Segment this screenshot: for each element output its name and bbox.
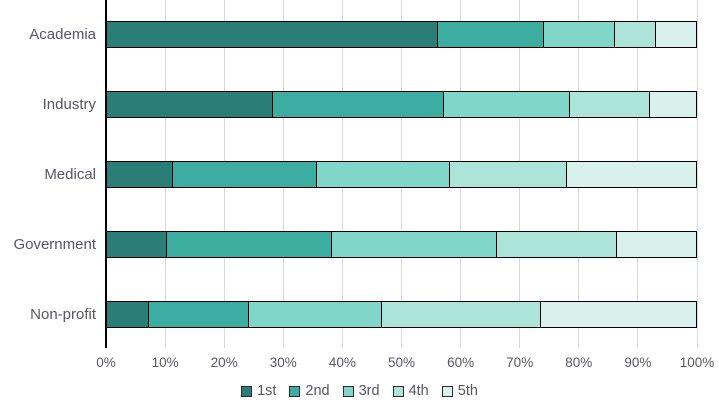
legend-item-1st[interactable]: 1st	[241, 383, 276, 399]
bar-segment-1st[interactable]	[107, 302, 149, 327]
bar-government	[106, 231, 697, 258]
bar-segment-3rd[interactable]	[442, 92, 570, 117]
bar-segment-4th[interactable]	[495, 232, 617, 257]
legend-swatch-icon	[392, 385, 404, 397]
gridline	[696, 0, 698, 348]
x-axis-tick-label: 0%	[96, 355, 116, 370]
bar-segment-2nd[interactable]	[165, 232, 331, 257]
bar-segment-5th[interactable]	[616, 232, 696, 257]
bar-medical	[106, 161, 697, 188]
x-axis-tick-label: 100%	[679, 355, 715, 370]
bar-segment-4th[interactable]	[569, 92, 649, 117]
x-axis-tick-label: 40%	[328, 355, 356, 370]
bar-segment-4th[interactable]	[380, 302, 540, 327]
bar-segment-4th[interactable]	[448, 162, 567, 187]
x-axis-tick-label: 90%	[624, 355, 652, 370]
legend-item-5th[interactable]: 5th	[441, 383, 478, 399]
legend-label: 3rd	[358, 383, 380, 399]
bar-segment-2nd[interactable]	[436, 22, 543, 47]
bar-segment-2nd[interactable]	[271, 92, 443, 117]
category-label: Industry	[42, 96, 96, 113]
x-axis-tick-label: 30%	[269, 355, 297, 370]
bar-segment-3rd[interactable]	[316, 162, 449, 187]
x-axis-tick-label: 70%	[506, 355, 534, 370]
x-axis-tick-label: 20%	[210, 355, 238, 370]
bar-segment-5th[interactable]	[566, 162, 696, 187]
legend-swatch-icon	[289, 385, 301, 397]
bar-segment-4th[interactable]	[613, 22, 655, 47]
x-axis-tick-label: 60%	[447, 355, 475, 370]
bar-segment-1st[interactable]	[107, 22, 437, 47]
legend-swatch-icon	[441, 385, 453, 397]
x-axis-tick-label: 80%	[565, 355, 593, 370]
bar-academia	[106, 21, 697, 48]
bar-segment-3rd[interactable]	[330, 232, 496, 257]
legend-label: 2nd	[305, 383, 330, 399]
bar-industry	[106, 91, 697, 118]
legend: 1st 2nd 3rd 4th 5th	[0, 383, 719, 399]
x-axis-tick-label: 10%	[151, 355, 179, 370]
bar-segment-5th[interactable]	[648, 92, 696, 117]
bar-segment-3rd[interactable]	[542, 22, 614, 47]
category-label: Government	[13, 236, 96, 253]
category-label: Academia	[29, 26, 96, 43]
bar-segment-1st[interactable]	[107, 232, 166, 257]
bar-segment-3rd[interactable]	[248, 302, 381, 327]
legend-label: 1st	[257, 383, 277, 399]
legend-swatch-icon	[342, 385, 354, 397]
category-label: Non-profit	[30, 306, 96, 323]
bar-segment-1st[interactable]	[107, 162, 172, 187]
legend-item-4th[interactable]: 4th	[392, 383, 429, 399]
plot-area	[105, 0, 698, 348]
legend-item-2nd[interactable]: 2nd	[289, 383, 330, 399]
category-label: Medical	[44, 166, 96, 183]
legend-swatch-icon	[241, 385, 253, 397]
bar-segment-5th[interactable]	[539, 302, 696, 327]
legend-item-3rd[interactable]: 3rd	[342, 383, 380, 399]
bar-segment-1st[interactable]	[107, 92, 272, 117]
x-axis-tick-label: 50%	[387, 355, 416, 370]
legend-label: 5th	[457, 383, 478, 399]
legend-label: 4th	[408, 383, 429, 399]
bar-segment-5th[interactable]	[654, 22, 696, 47]
bar-segment-2nd[interactable]	[171, 162, 317, 187]
bar-non-profit	[106, 301, 697, 328]
bar-segment-2nd[interactable]	[148, 302, 249, 327]
